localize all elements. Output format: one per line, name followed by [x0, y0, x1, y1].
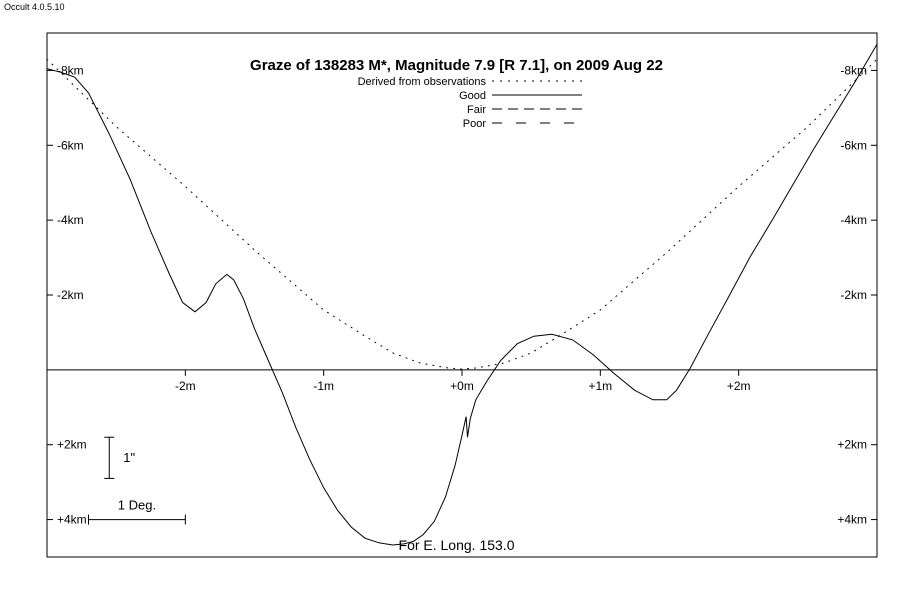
chart-title: Graze of 138283 M*, Magnitude 7.9 [R 7.1…	[0, 57, 913, 74]
bottom-label: For E. Long. 153.0	[0, 537, 913, 553]
y-tick-label-right: +4km	[837, 513, 867, 527]
degree-scale-label: 1 Deg.	[118, 498, 156, 513]
arcsec-scale-label: 1"	[123, 450, 135, 465]
y-tick-label-right: +2km	[837, 438, 867, 452]
x-tick-label: -2m	[175, 379, 196, 393]
plot-frame	[47, 33, 877, 557]
y-tick-label-left: +2km	[57, 438, 87, 452]
y-tick-label-right: -2km	[840, 288, 867, 302]
observations-curve	[47, 59, 877, 369]
x-tick-label: +1m	[588, 379, 612, 393]
y-tick-label-left: +4km	[57, 513, 87, 527]
x-tick-label: +0m	[450, 379, 474, 393]
legend-label: Poor	[463, 118, 487, 130]
legend-label: Fair	[467, 104, 486, 116]
chart-canvas: -8km-8km-6km-6km-4km-4km-2km-2km+2km+2km…	[0, 0, 913, 602]
x-tick-label: -1m	[313, 379, 334, 393]
legend-label: Derived from observations	[358, 76, 487, 88]
y-tick-label-left: -4km	[57, 213, 84, 227]
x-tick-label: +2m	[727, 379, 751, 393]
y-tick-label-left: -6km	[57, 138, 84, 152]
y-tick-label-right: -6km	[840, 138, 867, 152]
legend-label: Good	[459, 90, 486, 102]
y-tick-label-left: -2km	[57, 288, 84, 302]
y-tick-label-right: -4km	[840, 213, 867, 227]
